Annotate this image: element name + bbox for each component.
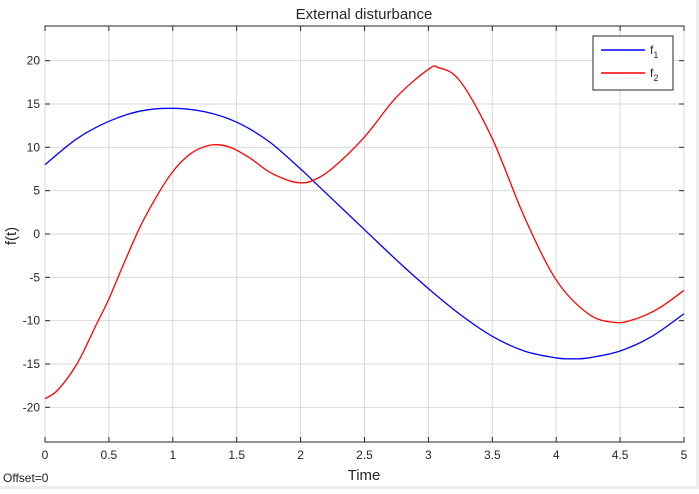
- x-tick-label: 2: [297, 448, 304, 462]
- window-edge-bottom: [0, 486, 699, 489]
- x-tick-label: 5: [681, 448, 688, 462]
- y-tick-label: -5: [29, 270, 40, 284]
- y-tick-label: 5: [33, 184, 40, 198]
- offset-label: Offset=0: [3, 471, 49, 485]
- series-line-f1: [44, 107, 685, 360]
- x-tick-label: 4: [553, 448, 560, 462]
- x-tick-label: 0.5: [101, 448, 118, 462]
- legend-label-f2: f2: [650, 66, 658, 83]
- y-tick-label: 10: [27, 140, 41, 154]
- y-axis-label: f(t): [3, 227, 20, 245]
- x-tick-label: 2.5: [356, 448, 373, 462]
- y-tick-label: 20: [27, 54, 41, 68]
- y-tick-label: -20: [23, 400, 41, 414]
- x-axis-label: Time: [348, 467, 381, 484]
- chart-title: External disturbance: [296, 6, 433, 23]
- window-edge-right: [696, 0, 699, 489]
- x-tick-label: 1: [169, 448, 176, 462]
- legend-label-f1: f1: [650, 43, 658, 60]
- x-tick-label: 0: [42, 448, 49, 462]
- y-tick-label: 15: [27, 97, 41, 111]
- y-tick-label: 0: [33, 227, 40, 241]
- x-tick-label: 4.5: [612, 448, 629, 462]
- x-tick-label: 3: [425, 448, 432, 462]
- y-tick-label: -10: [23, 314, 41, 328]
- x-tick-label: 1.5: [228, 448, 245, 462]
- x-tick-label: 3.5: [484, 448, 501, 462]
- legend-box: [592, 35, 674, 91]
- y-tick-label: -15: [23, 357, 41, 371]
- series-line-f2: [44, 65, 685, 400]
